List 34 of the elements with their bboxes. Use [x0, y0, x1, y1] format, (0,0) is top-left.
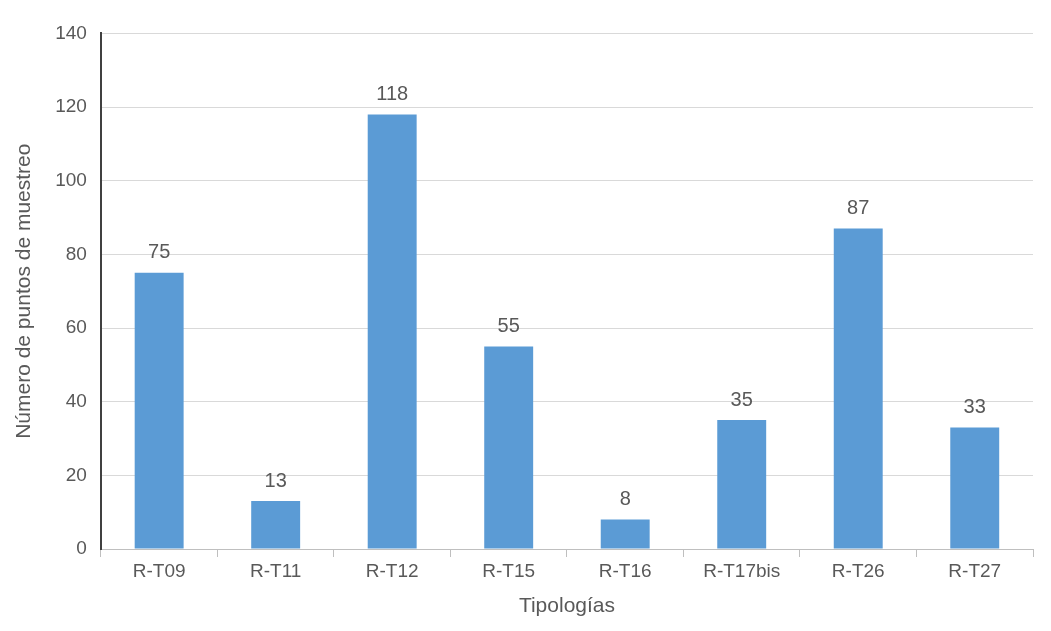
- x-tick-label: R-T27: [948, 559, 1002, 581]
- data-label: 33: [963, 394, 986, 417]
- bar: [600, 519, 650, 549]
- data-label: 75: [148, 240, 171, 263]
- y-tick-label: 40: [65, 389, 87, 411]
- data-label: 13: [264, 468, 287, 491]
- y-tick-label: 20: [65, 463, 87, 485]
- data-label: 118: [376, 81, 409, 104]
- data-label: 87: [847, 196, 870, 219]
- y-tick-label: 80: [65, 242, 87, 264]
- x-tick-label: R-T12: [365, 559, 419, 581]
- data-label: 8: [619, 487, 631, 510]
- x-tick-label: R-T16: [598, 559, 652, 581]
- x-tick-label: R-T26: [831, 559, 885, 581]
- bar: [833, 228, 883, 549]
- x-tick-label: R-T11: [249, 559, 302, 581]
- bar: [367, 114, 417, 549]
- y-tick-label: 140: [55, 21, 87, 43]
- bar: [484, 346, 534, 549]
- bar: [251, 501, 301, 549]
- bar: [717, 420, 767, 549]
- y-tick-label: 60: [65, 316, 87, 338]
- x-axis-title: Tipologías: [518, 593, 616, 617]
- x-tick-label: R-T09: [132, 559, 186, 581]
- bar: [950, 427, 1000, 549]
- y-tick-label: 100: [55, 168, 87, 190]
- data-label: 35: [730, 387, 753, 410]
- bar: [134, 272, 184, 549]
- x-tick-label: R-T17bis: [703, 559, 781, 581]
- y-tick-label: 120: [55, 95, 87, 117]
- y-axis-title: Número de puntos de muestreo: [11, 143, 35, 439]
- data-label: 55: [497, 313, 520, 336]
- x-tick-label: R-T15: [482, 559, 536, 581]
- y-tick-label: 0: [76, 537, 87, 559]
